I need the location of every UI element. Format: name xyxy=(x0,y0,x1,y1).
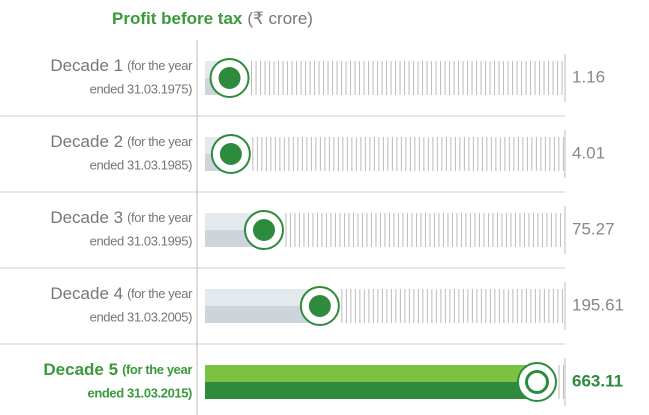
category-label: Decade 5 (for the year xyxy=(43,360,192,379)
category-label: Decade 2 (for the year xyxy=(50,132,193,151)
knob-core xyxy=(528,373,546,391)
category-label: Decade 4 (for the year xyxy=(50,284,193,303)
bar-top xyxy=(205,289,320,306)
note-bottom: ended 31.03.1995) xyxy=(90,233,192,248)
chart-title: Profit before tax (₹ crore) xyxy=(112,9,313,28)
category-label: Decade 1 (for the year xyxy=(50,56,193,75)
knob-inner xyxy=(218,67,241,89)
note-top: (for the year xyxy=(127,210,193,225)
category: Decade 2 xyxy=(50,132,123,151)
category: Decade 5 xyxy=(43,360,118,379)
bar-bottom xyxy=(205,306,320,323)
knob-inner xyxy=(219,143,242,165)
note-bottom: ended 31.03.1985) xyxy=(90,157,192,172)
note-top: (for the year xyxy=(127,286,193,301)
note-bottom: ended 31.03.1975) xyxy=(90,81,192,96)
category: Decade 3 xyxy=(50,208,123,227)
value-label: 663.11 xyxy=(572,371,623,390)
bar-bottom xyxy=(205,382,537,399)
note-bottom: ended 31.03.2005) xyxy=(90,309,192,324)
value-label: 1.16 xyxy=(572,67,605,86)
unit: (₹ crore) xyxy=(247,9,313,28)
bar-top xyxy=(205,365,537,382)
value-label: 4.01 xyxy=(572,143,605,162)
value-label: 75.27 xyxy=(572,219,615,238)
knob-inner xyxy=(252,219,275,241)
note-top: (for the year xyxy=(127,58,193,73)
value-label: 195.61 xyxy=(572,295,624,314)
knob-inner xyxy=(308,295,331,317)
note-top: (for the year xyxy=(122,362,192,377)
category: Decade 1 xyxy=(50,56,123,75)
note-top: (for the year xyxy=(127,134,193,149)
note-bottom: ended 31.03.2015) xyxy=(88,385,193,400)
category-label: Decade 3 (for the year xyxy=(50,208,193,227)
category: Decade 4 xyxy=(50,284,123,303)
title: Profit before tax xyxy=(112,9,243,28)
